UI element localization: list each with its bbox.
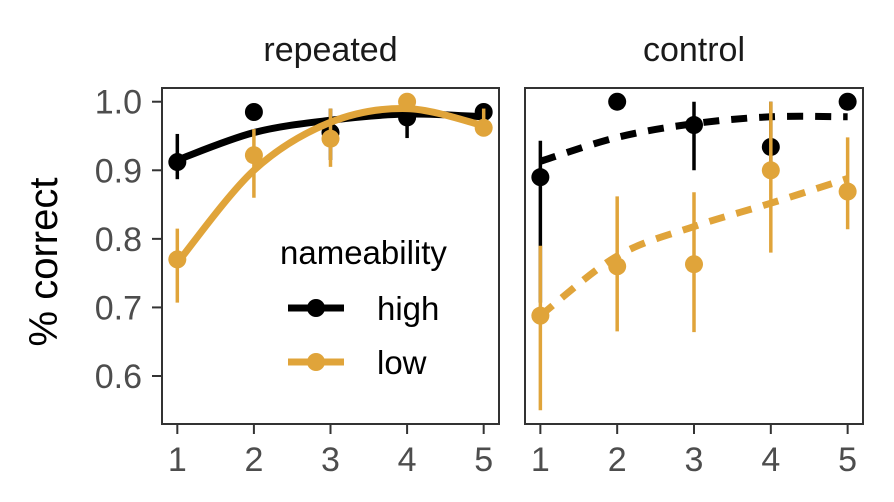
shared-y-axis: 0.6 0.7 0.8 0.9 1.0 <box>95 84 162 396</box>
x-tick-label: 4 <box>761 441 780 479</box>
panel-repeated: repeated 1 2 3 4 5 <box>161 31 500 479</box>
data-point-low <box>474 118 493 137</box>
series-low <box>168 92 493 303</box>
y-axis-title: % correct <box>22 178 66 347</box>
x-tick-label: 1 <box>168 441 187 479</box>
data-point-high <box>531 168 550 187</box>
y-tick-label: 0.9 <box>95 152 142 190</box>
y-tick-label: 1.0 <box>95 84 142 122</box>
x-tick-label: 5 <box>838 441 857 479</box>
series-low <box>531 101 857 411</box>
data-point-low <box>761 161 780 180</box>
data-point-low <box>685 255 703 274</box>
panel-control: control 1 2 3 4 5 <box>524 31 864 479</box>
data-point-low <box>168 250 187 269</box>
data-point-high <box>398 108 417 127</box>
data-point-low <box>244 146 263 165</box>
x-tick-label: 2 <box>608 441 627 479</box>
legend-key-point <box>307 353 325 371</box>
data-point-low <box>321 129 340 148</box>
legend: nameability high low <box>280 234 447 381</box>
x-tick-label: 3 <box>685 441 704 479</box>
data-point-low <box>608 257 627 276</box>
fit-line-low <box>174 105 485 266</box>
x-tick-label: 2 <box>244 441 263 479</box>
legend-label: low <box>377 344 427 381</box>
legend-key-point <box>307 299 325 317</box>
data-point-low <box>531 306 550 325</box>
y-tick-label: 0.8 <box>95 221 142 259</box>
data-point-high <box>244 103 263 121</box>
panel-title: control <box>643 31 745 69</box>
legend-entry-low: low <box>288 344 427 381</box>
x-tick-label: 3 <box>321 441 340 479</box>
legend-title: nameability <box>280 234 447 271</box>
data-point-high <box>168 153 187 172</box>
x-tick-label: 4 <box>398 441 417 479</box>
x-tick-label: 1 <box>531 441 550 479</box>
legend-label: high <box>377 290 439 327</box>
data-point-low <box>838 182 857 201</box>
data-point-high <box>608 92 627 111</box>
y-tick-label: 0.6 <box>95 358 142 396</box>
panel-title: repeated <box>263 31 397 69</box>
y-tick-label: 0.7 <box>95 289 142 327</box>
series-high <box>531 92 857 303</box>
fit-line-high <box>539 112 848 165</box>
data-point-low <box>398 92 417 111</box>
data-point-high <box>685 116 703 135</box>
data-point-high <box>838 92 857 111</box>
x-tick-label: 5 <box>474 441 493 479</box>
legend-entry-high: high <box>288 290 439 327</box>
